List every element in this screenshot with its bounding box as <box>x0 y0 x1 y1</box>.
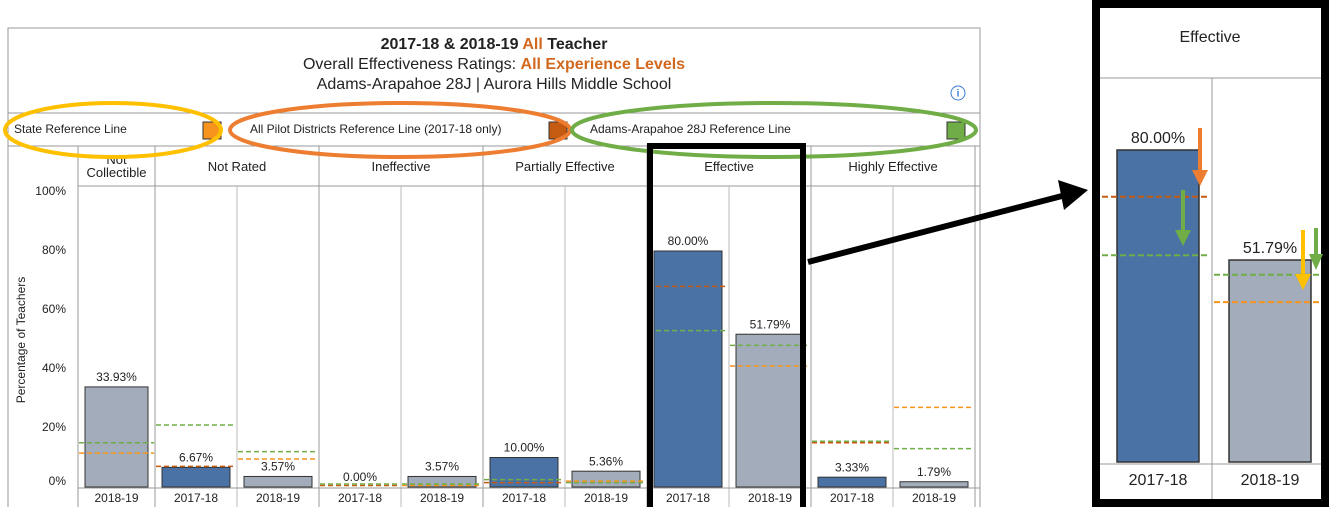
value-label: 33.93% <box>96 370 137 384</box>
arrowhead <box>1309 254 1323 270</box>
group-header-box: Ineffective <box>371 158 431 174</box>
group-header: Highly Effective <box>848 158 938 174</box>
x-tick-label: 2017-18 <box>666 491 710 505</box>
subtitle-highlight: All Experience Levels <box>521 56 686 73</box>
arrowhead <box>1175 230 1191 246</box>
focus-box <box>647 143 806 507</box>
title-part: 2017-18 & 2018-19 <box>381 36 519 53</box>
bar <box>571 470 641 488</box>
zoom-header: Effective <box>1179 29 1240 46</box>
panel <box>7 27 981 507</box>
legend-label: All Pilot Districts Reference Line (2017… <box>250 122 501 136</box>
bar <box>735 333 805 488</box>
bar <box>899 481 969 488</box>
subtitle-2: Adams-Arapahoe 28J | Aurora Hills Middle… <box>317 76 672 93</box>
value-label: 5.36% <box>589 454 623 468</box>
group-header-box: Not Rated <box>207 158 267 174</box>
value-label: 6.67% <box>179 450 213 464</box>
highlight-ellipse <box>570 101 978 159</box>
group-header: Not Collectible <box>86 152 147 180</box>
value-label: 51.79% <box>750 317 791 331</box>
value-label: 3.33% <box>835 460 869 474</box>
x-tick-label: 2018-19 <box>584 491 628 505</box>
legend-label: Adams-Arapahoe 28J Reference Line <box>590 122 791 136</box>
value-label: 0.00% <box>343 470 377 484</box>
y-axis-label: Percentage of Teachers <box>14 277 28 404</box>
group-header-box: Not Collectible <box>86 152 147 180</box>
value-label: 3.57% <box>261 460 295 474</box>
bar <box>653 250 723 488</box>
x-tick-label: 2018-19 <box>912 491 956 505</box>
value-label: 51.79% <box>1243 240 1297 257</box>
y-tick-label: 0% <box>49 474 67 488</box>
group-header-box: Highly Effective <box>848 158 938 174</box>
bar <box>243 475 313 488</box>
info-icon-glyph: i <box>957 89 960 100</box>
group-header: Not Rated <box>207 158 267 174</box>
group-header-box: Effective <box>704 158 754 174</box>
legend-label: State Reference Line <box>14 122 127 136</box>
zoom-arrow <box>807 193 1063 265</box>
group-header: Partially Effective <box>515 158 615 174</box>
indicator-arrows <box>1175 128 1323 290</box>
bar <box>161 466 231 488</box>
value-label: 10.00% <box>504 441 545 455</box>
x-tick-label: 2018-19 <box>420 491 464 505</box>
y-tick-label: 100% <box>35 184 66 198</box>
bar <box>1228 259 1312 463</box>
bar <box>84 386 149 488</box>
x-tick-label: 2018-19 <box>94 491 138 505</box>
x-tick-label: 2017-18 <box>174 491 218 505</box>
y-tick-label: 80% <box>42 243 66 257</box>
y-tick-label: 20% <box>42 420 66 434</box>
highlight-ellipse <box>3 101 223 159</box>
arrowhead <box>1192 170 1208 186</box>
subtitle-part: Overall Effectiveness Ratings: <box>303 56 516 73</box>
y-tick-label: 40% <box>42 361 66 375</box>
x-tick-label: 2018-19 <box>256 491 300 505</box>
bar <box>1116 149 1200 463</box>
x-tick-label: 2017-18 <box>1129 472 1188 489</box>
bar <box>407 475 477 488</box>
info-icon[interactable] <box>950 85 966 101</box>
value-label: 80.00% <box>668 234 709 248</box>
group-header: Ineffective <box>371 158 431 174</box>
arrowhead <box>1295 274 1311 290</box>
x-tick-label: 2017-18 <box>830 491 874 505</box>
title-highlight: All <box>522 36 542 53</box>
group-header: Effective <box>704 158 754 174</box>
x-tick-label: 2017-18 <box>338 491 382 505</box>
value-label: 80.00% <box>1131 130 1185 147</box>
subtitle: Overall Effectiveness Ratings: All Exper… <box>303 56 685 73</box>
zoom-arrowhead <box>1058 180 1088 210</box>
bar <box>817 476 887 488</box>
x-tick-label: 2018-19 <box>1241 472 1300 489</box>
x-tick-label: 2017-18 <box>502 491 546 505</box>
x-tick-label: 2018-19 <box>748 491 792 505</box>
value-label: 3.57% <box>425 460 459 474</box>
title-part: Teacher <box>547 36 607 53</box>
group-header-box: Partially Effective <box>515 158 615 174</box>
value-label: 1.79% <box>917 465 951 479</box>
chart-title: 2017-18 & 2018-19 All Teacher <box>381 36 608 53</box>
y-tick-label: 60% <box>42 302 66 316</box>
legend-swatch <box>946 121 966 140</box>
